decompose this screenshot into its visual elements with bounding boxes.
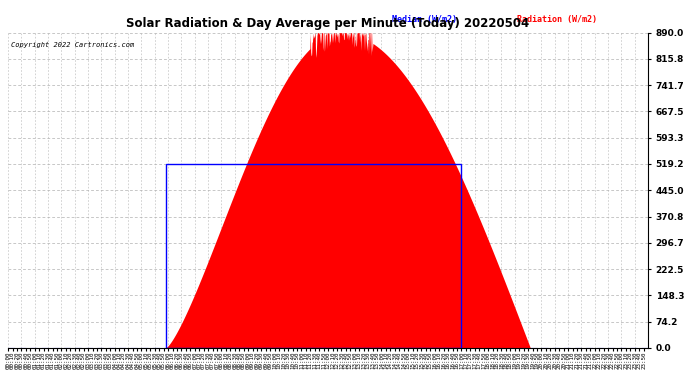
Text: Median (W/m2): Median (W/m2) xyxy=(392,15,457,24)
Title: Solar Radiation & Day Average per Minute (Today) 20220504: Solar Radiation & Day Average per Minute… xyxy=(126,17,530,30)
Text: Radiation (W/m2): Radiation (W/m2) xyxy=(517,15,597,24)
Bar xyxy=(166,164,462,348)
Text: Copyright 2022 Cartronics.com: Copyright 2022 Cartronics.com xyxy=(11,42,135,48)
